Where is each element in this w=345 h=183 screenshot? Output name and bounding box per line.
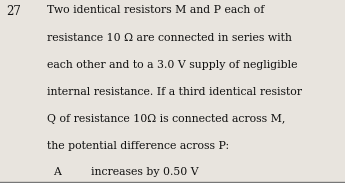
Text: resistance 10 Ω are connected in series with: resistance 10 Ω are connected in series … [47,33,292,43]
Text: internal resistance. If a third identical resistor: internal resistance. If a third identica… [47,87,302,97]
Text: 27: 27 [6,5,21,18]
Text: each other and to a 3.0 V supply of negligible: each other and to a 3.0 V supply of negl… [47,60,297,70]
Text: Q of resistance 10Ω is connected across M,: Q of resistance 10Ω is connected across … [47,114,285,124]
Text: A: A [53,167,61,177]
Text: the potential difference across P:: the potential difference across P: [47,141,229,151]
Text: increases by 0.50 V: increases by 0.50 V [91,167,199,177]
Text: Two identical resistors M and P each of: Two identical resistors M and P each of [47,5,264,16]
